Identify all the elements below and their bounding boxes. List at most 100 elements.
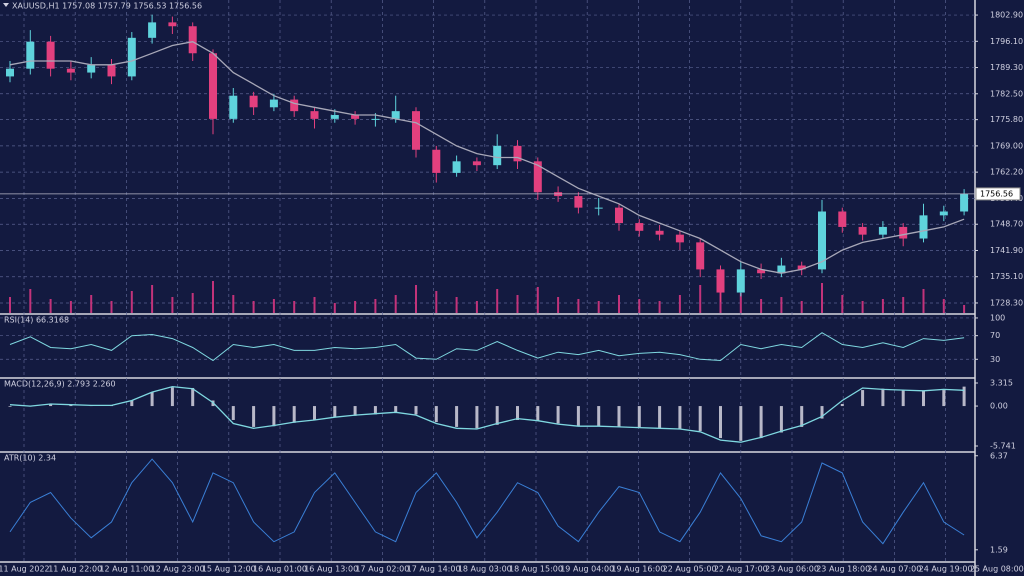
candle-body <box>310 111 319 119</box>
x-tick-label: 11 Aug 22:00 <box>48 565 102 574</box>
last-price-label: 1756.56 <box>980 189 1013 198</box>
x-tick-label: 24 Aug 07:00 <box>867 565 921 574</box>
last-price-box <box>975 187 1021 201</box>
macd-histogram-bar <box>414 406 418 415</box>
macd-histogram-bar <box>800 406 804 427</box>
volume-bar <box>232 295 235 313</box>
candle-body <box>736 269 745 293</box>
candle-body <box>290 99 299 112</box>
volume-bar <box>577 299 580 313</box>
macd-histogram-bar <box>434 406 438 423</box>
volume-bar <box>800 301 803 313</box>
macd-histogram-bar <box>353 406 357 416</box>
volume-bar <box>821 283 823 313</box>
volume-bar <box>191 293 194 313</box>
volume-bar <box>49 299 52 313</box>
moving-average <box>9 41 965 274</box>
y-tick-label: 1741.90 <box>990 246 1023 255</box>
macd-histogram-bar <box>272 406 276 427</box>
volume-bar <box>597 301 600 313</box>
macd-histogram-bar <box>719 406 722 439</box>
candle-body <box>371 118 380 120</box>
volume-bar <box>658 301 661 313</box>
macd-histogram-bar <box>576 406 580 426</box>
macd-histogram-bar <box>475 406 479 429</box>
candle-body <box>878 226 887 235</box>
macd-histogram-bar <box>130 400 134 407</box>
volume-bar <box>496 289 499 313</box>
macd-histogram-bar <box>495 406 499 425</box>
rsi-line <box>9 332 965 362</box>
candle-body <box>188 26 197 54</box>
candle-body <box>127 37 136 77</box>
candle-body <box>716 269 725 293</box>
volume-bar <box>557 297 560 313</box>
volume-bar <box>69 301 72 313</box>
macd-histogram-bar <box>678 406 682 430</box>
candle-body <box>330 115 339 119</box>
volume-bar <box>29 289 32 313</box>
volume-bar <box>394 295 397 313</box>
volume-bar <box>293 301 296 313</box>
macd-title: MACD(12,26,9) 2.793 2.260 <box>4 380 116 389</box>
x-tick-label: 23 Aug 06:00 <box>765 565 819 574</box>
macd-histogram-bar <box>617 406 621 427</box>
candle-body <box>87 64 96 73</box>
x-tick-label: 17 Aug 14:00 <box>407 565 461 574</box>
macd-histogram-bar <box>373 406 377 415</box>
macd-histogram-bar <box>49 403 53 407</box>
macd-histogram-bar <box>150 392 154 407</box>
candle-body <box>472 161 481 166</box>
x-tick-label: 19 Aug 16:00 <box>611 565 665 574</box>
macd-histogram-bar <box>942 390 946 407</box>
volume-bar <box>151 285 154 313</box>
y-tick-label: 0.00 <box>990 402 1008 411</box>
candle-body <box>148 22 157 38</box>
x-tick-label: 22 Aug 05:00 <box>663 565 717 574</box>
macd-histogram-bar <box>191 387 195 407</box>
volume-bar <box>536 287 539 313</box>
y-tick-label: 100 <box>990 313 1005 322</box>
candle-body <box>635 223 644 231</box>
x-tick-label: 15 Aug 12:00 <box>202 565 256 574</box>
menu-arrow <box>3 3 9 7</box>
x-tick-label: 11 Aug 2022 <box>0 565 50 574</box>
volume-bar <box>212 281 214 313</box>
candle-body <box>391 111 400 119</box>
y-tick-label: 1735.10 <box>990 272 1023 281</box>
candle-body <box>249 95 258 108</box>
macd-histogram-bar <box>739 406 743 441</box>
macd-histogram-bar <box>962 386 966 407</box>
candle-body <box>452 161 461 173</box>
candle-body <box>229 95 238 119</box>
volume-bar <box>90 295 93 313</box>
macd-histogram-bar <box>556 406 560 424</box>
y-tick-label: 1.59 <box>990 545 1008 554</box>
candle-body <box>66 68 75 73</box>
volume-bar <box>881 299 884 313</box>
macd-histogram-bar <box>861 390 865 407</box>
volume-bar <box>354 301 357 313</box>
x-tick-label: 16 Aug 13:00 <box>304 565 358 574</box>
volume-bar <box>130 291 133 313</box>
macd-histogram-bar <box>170 387 174 407</box>
macd-histogram-bar <box>292 406 296 423</box>
y-tick-label: -5.741 <box>990 441 1016 450</box>
volume-bar <box>780 297 783 313</box>
candle-body <box>960 193 969 212</box>
atr-title: ATR(10) 2.34 <box>4 454 56 463</box>
candle-body <box>818 211 826 270</box>
macd-histogram-bar <box>455 406 459 427</box>
volume-bar <box>638 299 641 313</box>
candle-body <box>533 161 542 193</box>
macd-histogram-bar <box>779 406 783 433</box>
volume-bar <box>861 301 864 313</box>
macd-histogram-bar <box>698 406 702 432</box>
volume-bar <box>902 297 905 313</box>
x-tick-label: 16 Aug 01:00 <box>253 565 307 574</box>
volume-bar <box>618 295 620 313</box>
volume-bar <box>415 285 417 313</box>
y-tick-label: 1769.00 <box>990 141 1023 150</box>
candle-body <box>209 53 217 119</box>
